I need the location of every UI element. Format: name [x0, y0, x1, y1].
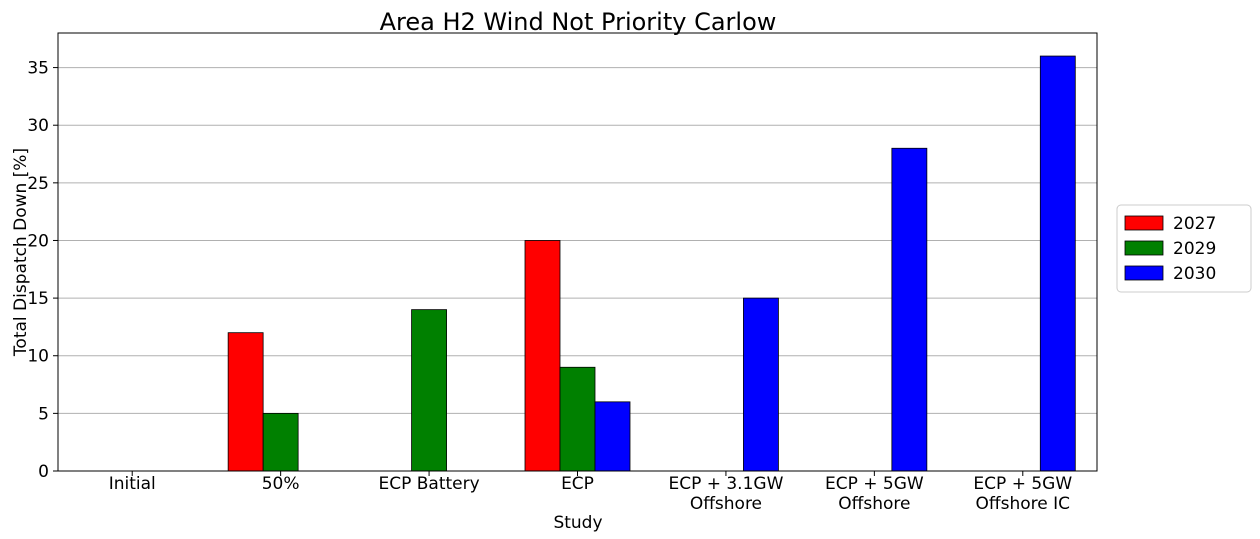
- bar-2027-1: [227, 332, 264, 472]
- bar-2029-1: [262, 412, 299, 472]
- x-axis-ticks: Initial 50% ECP Battery ECP ECP + 3.1GWOffsh…: [109, 471, 1072, 514]
- y-axis-ticks: 0 5 10 15 20 25 30 35: [27, 59, 58, 482]
- legend-label-2027: 2027: [1173, 214, 1216, 234]
- y-tick-label: 5: [38, 404, 49, 424]
- x-tick-label: ECP + 5GW: [973, 474, 1072, 494]
- bars: [79, 55, 1076, 472]
- legend-swatch-2027: [1124, 215, 1164, 231]
- y-tick-label: 30: [27, 116, 49, 136]
- bar-2029-2: [411, 309, 447, 472]
- legend-label-2029: 2029: [1173, 239, 1216, 259]
- bar-2030-3: [594, 401, 631, 472]
- y-tick-label: 20: [27, 231, 49, 251]
- bar-2027-3: [524, 240, 561, 472]
- legend: 2027 2029 2030: [1116, 204, 1252, 293]
- x-tick-label: ECP: [561, 474, 594, 494]
- y-tick-label: 0: [38, 462, 49, 482]
- bar-2030-5: [891, 147, 928, 472]
- y-tick-label: 25: [27, 174, 49, 194]
- y-tick-label: 15: [27, 289, 49, 309]
- x-tick-label: ECP + 5GW: [825, 474, 924, 494]
- bar-2030-6: [1039, 55, 1076, 472]
- bar-2030-4: [743, 297, 779, 472]
- legend-label-2030: 2030: [1173, 264, 1216, 284]
- y-tick-label: 35: [27, 59, 49, 79]
- legend-swatch-2030: [1124, 265, 1164, 281]
- x-tick-label: Offshore: [838, 494, 910, 514]
- chart-title: Area H2 Wind Not Priority Carlow: [380, 8, 777, 36]
- x-tick-label: Initial: [109, 474, 156, 494]
- legend-swatch-2029: [1124, 240, 1164, 256]
- y-axis-label: Total Dispatch Down [%]: [11, 148, 31, 357]
- x-tick-label: 50%: [262, 474, 300, 494]
- x-axis-label: Study: [553, 513, 602, 533]
- x-tick-label: ECP Battery: [378, 474, 479, 494]
- x-tick-label: ECP + 3.1GW: [668, 474, 783, 494]
- x-tick-label: Offshore: [690, 494, 762, 514]
- bar-2029-3: [559, 366, 596, 472]
- x-tick-label: Offshore IC: [976, 494, 1071, 514]
- y-tick-label: 10: [27, 347, 49, 367]
